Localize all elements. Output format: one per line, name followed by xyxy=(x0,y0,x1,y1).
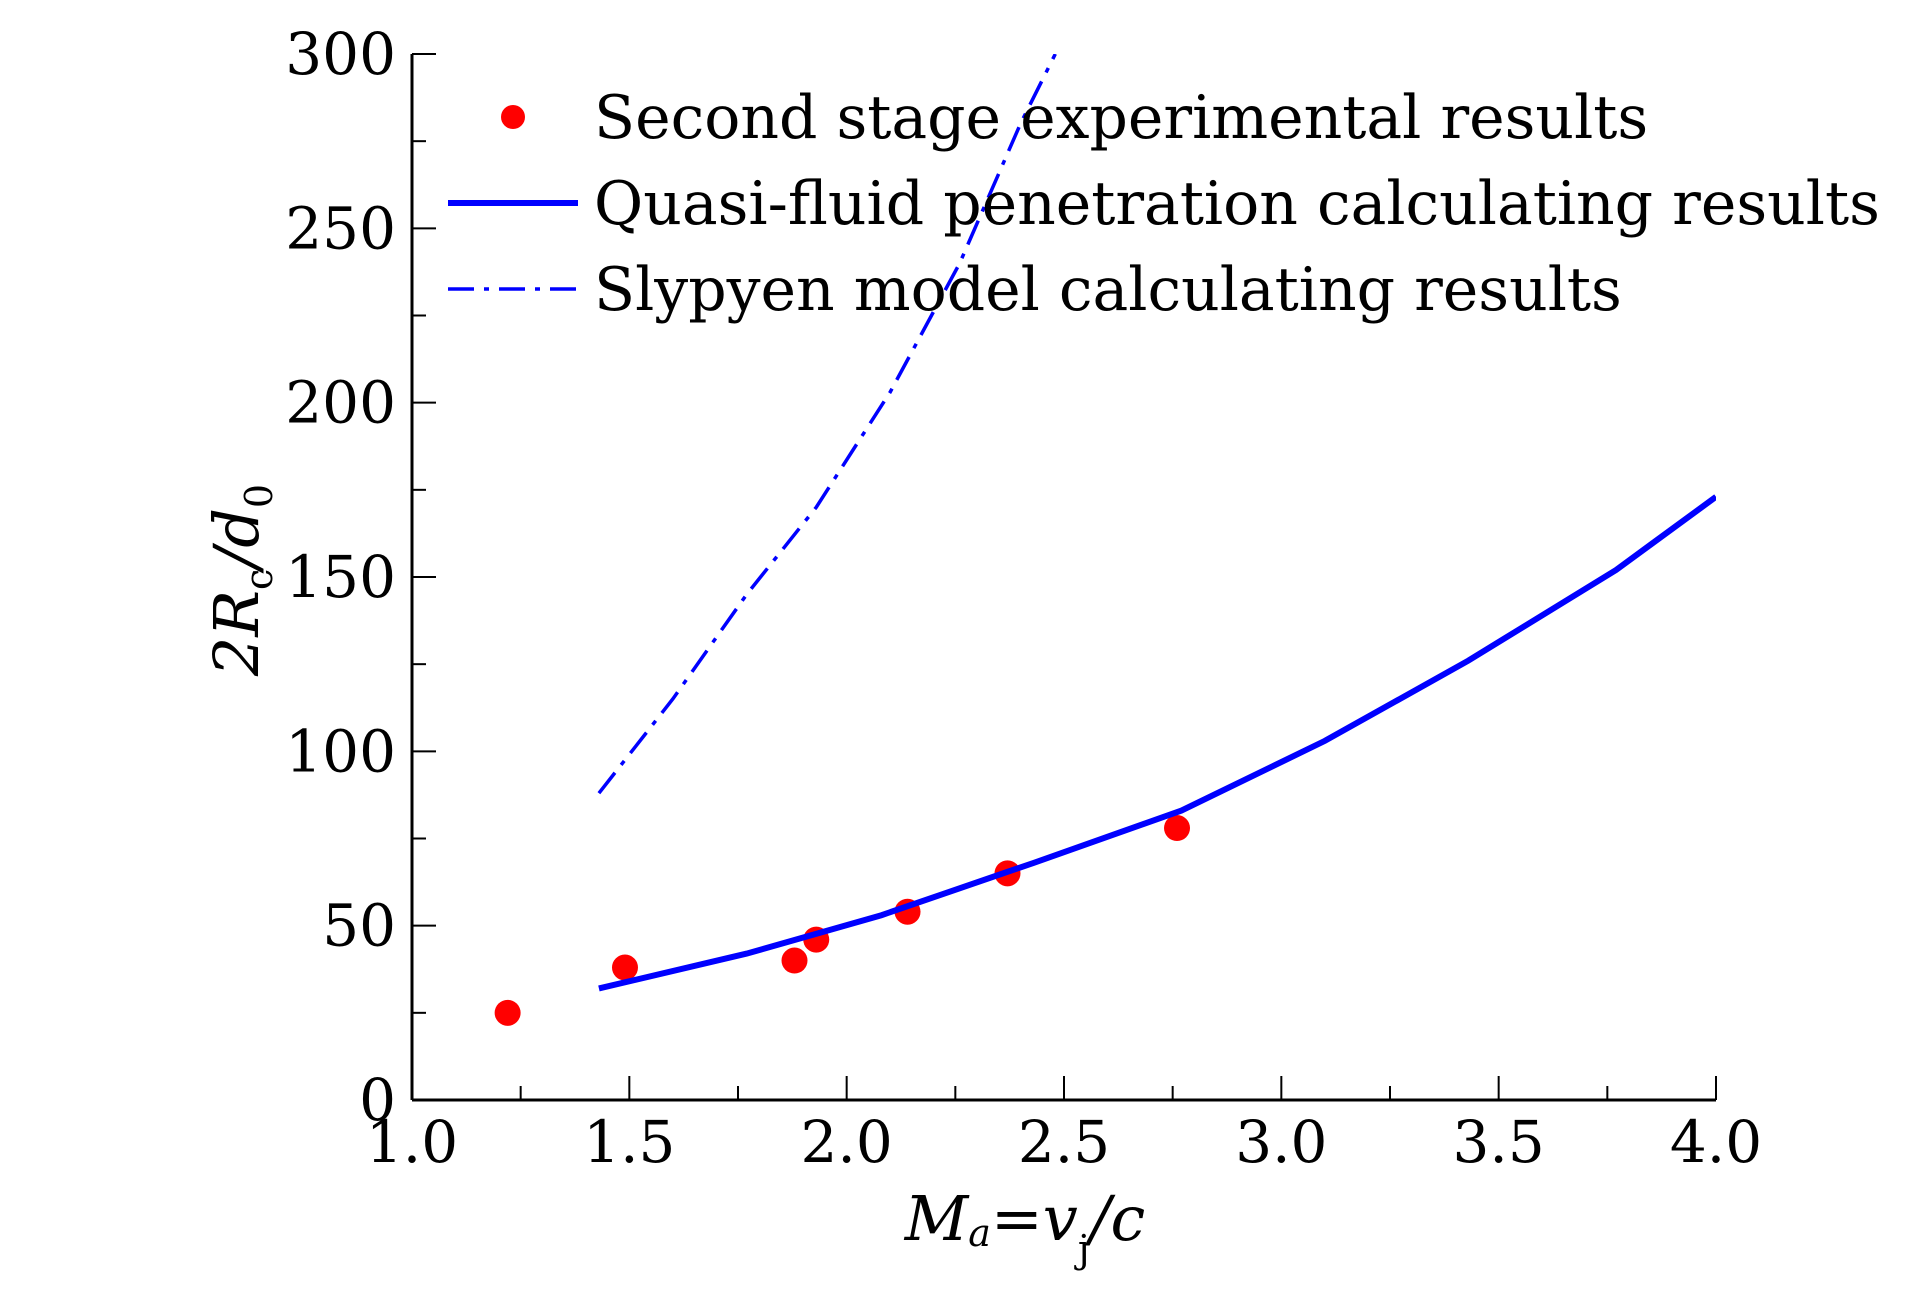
y-tick-label: 150 xyxy=(285,543,396,611)
data-point xyxy=(611,954,638,981)
y-axis-title-mid: /d xyxy=(200,508,273,574)
x-axis-title: Ma=vj/c xyxy=(904,1182,1146,1271)
series-line xyxy=(598,494,1716,992)
legend-label: Quasi-fluid penetration calculating resu… xyxy=(594,169,1880,239)
series-3 xyxy=(597,54,1057,795)
x-axis-title-tail: /c xyxy=(1085,1182,1146,1255)
legend-item: Slypyen model calculating results xyxy=(448,255,1622,325)
x-tick-label: 1.0 xyxy=(366,1108,458,1176)
x-axis-title-rest: =v xyxy=(991,1182,1078,1255)
legend-label: Second stage experimental results xyxy=(594,83,1648,153)
data-point xyxy=(1164,815,1191,842)
x-tick-label: 3.5 xyxy=(1453,1108,1545,1176)
y-tick-label: 200 xyxy=(285,369,396,437)
y-axis-title-lead: 2R xyxy=(200,590,273,677)
x-axis-title-sub2: j xyxy=(1074,1227,1090,1271)
tick-labels: 1.0 1.5 2.0 2.5 3.0 3.5 4.0 0 50 100 150 200 250 300 xyxy=(285,20,1762,1176)
x-tick-label: 3.0 xyxy=(1235,1108,1327,1176)
legend-label: Slypyen model calculating results xyxy=(594,255,1622,325)
x-tick-label: 4.0 xyxy=(1670,1108,1762,1176)
x-axis-title-main: M xyxy=(904,1182,970,1255)
y-tick-label: 50 xyxy=(322,892,396,960)
legend: Second stage experimental results Quasi-f… xyxy=(448,83,1880,325)
x-tick-label: 1.5 xyxy=(583,1108,675,1176)
data-point xyxy=(781,947,808,974)
y-tick-label: 100 xyxy=(285,717,396,785)
y-tick-label: 300 xyxy=(285,20,396,88)
y-axis-title: 2Rc/d0 xyxy=(200,484,281,677)
y-tick-label: 0 xyxy=(359,1066,396,1134)
y-axis-title-sub2: 0 xyxy=(237,484,281,508)
legend-item: Second stage experimental results xyxy=(501,83,1648,153)
legend-item: Quasi-fluid penetration calculating resu… xyxy=(448,169,1880,239)
x-axis-title-sub: a xyxy=(968,1211,991,1255)
y-axis-title-sub: c xyxy=(237,569,281,590)
data-point xyxy=(494,999,521,1026)
x-tick-label: 2.5 xyxy=(1018,1108,1110,1176)
x-tick-label: 2.0 xyxy=(801,1108,893,1176)
series-2 xyxy=(598,494,1716,992)
legend-marker xyxy=(501,105,525,129)
y-tick-label: 250 xyxy=(285,194,396,262)
tick-marks xyxy=(411,53,1717,1101)
data-series xyxy=(494,54,1716,1026)
series-line xyxy=(597,54,1057,795)
